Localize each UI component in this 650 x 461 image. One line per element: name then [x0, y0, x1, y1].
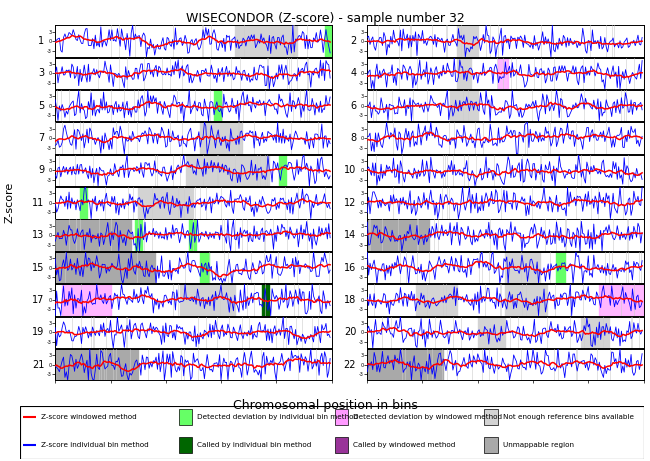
- Text: Detected deviation by windowed method: Detected deviation by windowed method: [354, 414, 502, 420]
- Bar: [335, 437, 348, 454]
- Text: 9: 9: [38, 165, 44, 176]
- Bar: [478, 317, 506, 348]
- Text: 20: 20: [344, 327, 356, 337]
- Text: 12: 12: [344, 198, 356, 208]
- Text: 7: 7: [38, 133, 44, 143]
- Bar: [80, 187, 87, 219]
- Bar: [324, 25, 332, 57]
- Text: Unmappable region: Unmappable region: [503, 443, 574, 449]
- Bar: [138, 187, 194, 219]
- Bar: [55, 349, 138, 380]
- Text: 3: 3: [38, 68, 44, 78]
- Bar: [506, 252, 540, 283]
- Text: Not enough reference bins available: Not enough reference bins available: [503, 414, 634, 420]
- Bar: [200, 252, 209, 283]
- Text: 17: 17: [32, 295, 44, 305]
- Bar: [506, 284, 547, 316]
- Bar: [235, 25, 297, 57]
- Bar: [135, 219, 142, 251]
- Bar: [55, 252, 155, 283]
- Text: Z-score: Z-score: [5, 182, 15, 224]
- Bar: [556, 252, 565, 283]
- Text: Called by individual bin method: Called by individual bin method: [198, 443, 312, 449]
- Bar: [335, 409, 348, 426]
- Text: Z-score individual bin method: Z-score individual bin method: [42, 443, 149, 449]
- Bar: [367, 219, 430, 251]
- Text: 19: 19: [32, 327, 44, 337]
- Text: 15: 15: [32, 263, 44, 272]
- Bar: [367, 349, 443, 380]
- Text: 10: 10: [344, 165, 356, 176]
- Bar: [499, 58, 508, 89]
- Bar: [214, 90, 221, 122]
- Text: 18: 18: [344, 295, 356, 305]
- Bar: [279, 155, 286, 186]
- Text: 2: 2: [350, 36, 356, 46]
- Text: 6: 6: [350, 101, 356, 111]
- Text: 14: 14: [344, 230, 356, 240]
- Bar: [457, 25, 478, 57]
- Bar: [62, 284, 110, 316]
- Bar: [200, 123, 242, 154]
- Bar: [484, 409, 498, 426]
- Bar: [457, 58, 471, 89]
- Bar: [179, 437, 192, 454]
- Text: Called by windowed method: Called by windowed method: [354, 443, 456, 449]
- Bar: [179, 409, 192, 426]
- Text: 5: 5: [38, 101, 44, 111]
- Bar: [263, 284, 269, 316]
- Text: 22: 22: [344, 360, 356, 370]
- Bar: [581, 317, 609, 348]
- Bar: [450, 90, 478, 122]
- Text: WISECONDOR (Z-score) - sample number 32: WISECONDOR (Z-score) - sample number 32: [186, 12, 464, 24]
- Bar: [415, 284, 457, 316]
- Bar: [189, 219, 196, 251]
- Text: Detected deviation by individual bin method: Detected deviation by individual bin met…: [198, 414, 358, 420]
- Bar: [599, 284, 644, 316]
- Text: Z-score windowed method: Z-score windowed method: [42, 414, 137, 420]
- Bar: [179, 284, 235, 316]
- Bar: [187, 155, 269, 186]
- Text: 8: 8: [350, 133, 356, 143]
- Text: 4: 4: [350, 68, 356, 78]
- Bar: [55, 219, 131, 251]
- Text: 11: 11: [32, 198, 44, 208]
- Bar: [484, 437, 498, 454]
- Text: 13: 13: [32, 230, 44, 240]
- Text: Chromosomal position in bins: Chromosomal position in bins: [233, 399, 417, 412]
- Text: 21: 21: [32, 360, 44, 370]
- Text: 1: 1: [38, 36, 44, 46]
- Text: 16: 16: [344, 263, 356, 272]
